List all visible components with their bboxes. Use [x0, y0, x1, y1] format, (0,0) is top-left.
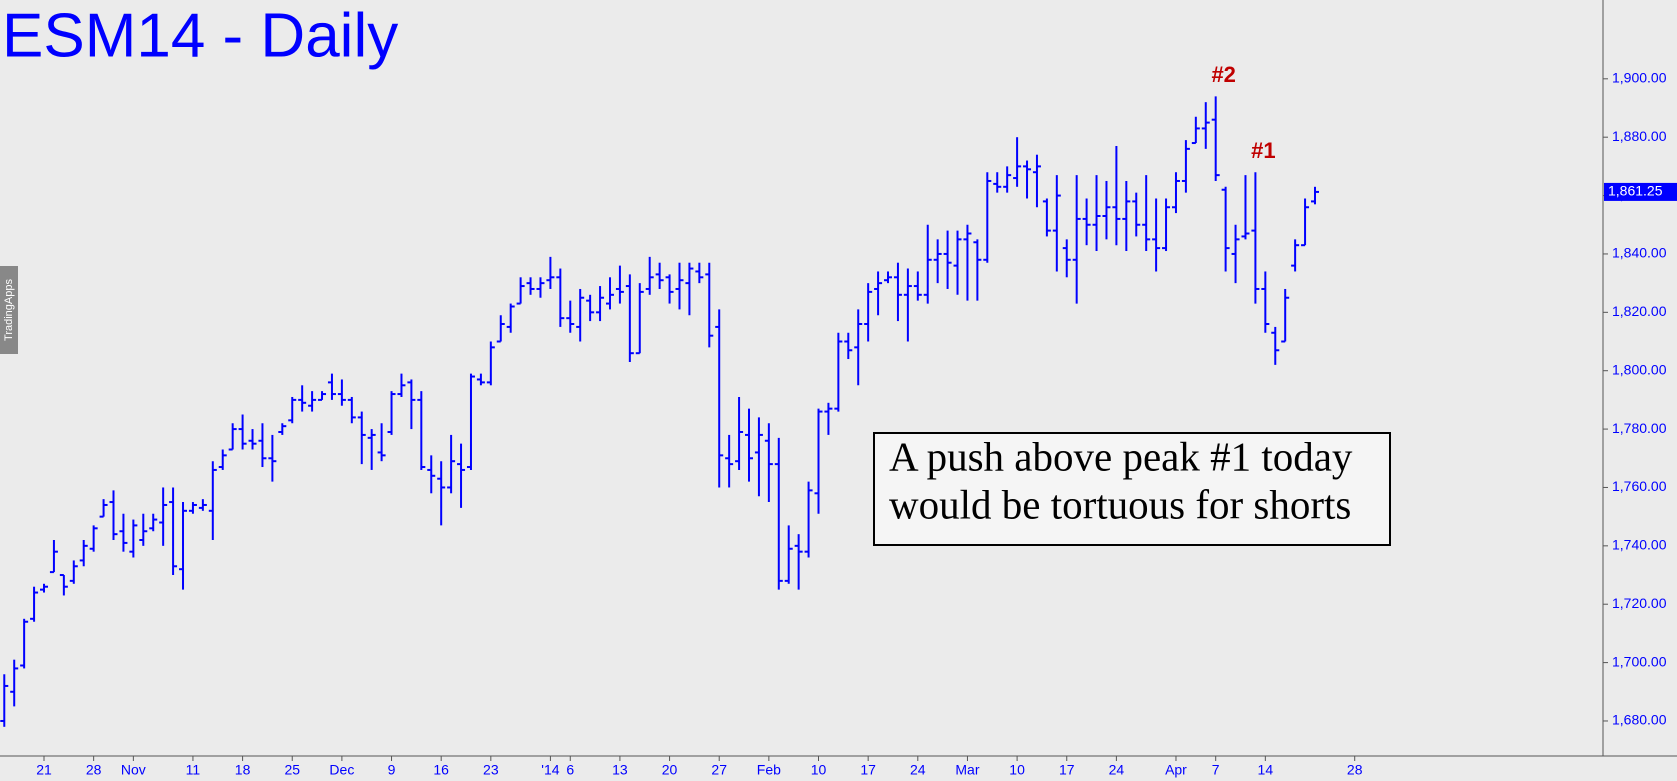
x-tick-label: 6: [566, 762, 574, 778]
x-tick-label: 10: [1009, 762, 1025, 778]
x-tick-label: 27: [711, 762, 727, 778]
y-tick-label: 1,840.00: [1612, 245, 1667, 261]
x-tick-label: Feb: [757, 762, 781, 778]
x-tick-label: Nov: [121, 762, 146, 778]
peak-annotation: #2: [1211, 62, 1235, 87]
x-tick-label: 24: [1109, 762, 1125, 778]
chart-title: ESM14 - Daily: [2, 1, 398, 70]
callout-line: would be tortuous for shorts: [889, 481, 1351, 527]
x-tick-label: 25: [284, 762, 300, 778]
y-tick-label: 1,740.00: [1612, 537, 1667, 553]
y-tick-label: 1,800.00: [1612, 361, 1667, 377]
side-tab-label: TradingApps: [3, 279, 15, 341]
y-tick-label: 1,680.00: [1612, 712, 1667, 728]
last-price-box: [1604, 182, 1677, 201]
x-tick-label: 17: [1059, 762, 1075, 778]
x-tick-label: 13: [612, 762, 628, 778]
y-tick-label: 1,820.00: [1612, 303, 1667, 319]
x-tick-label: 23: [483, 762, 499, 778]
y-tick-label: 1,760.00: [1612, 478, 1667, 494]
x-tick-label: Dec: [329, 762, 354, 778]
x-tick-label: 16: [433, 762, 449, 778]
x-tick-label: 28: [86, 762, 102, 778]
y-tick-label: 1,700.00: [1612, 653, 1667, 669]
x-tick-label: 18: [235, 762, 251, 778]
callout-box: [873, 432, 1391, 546]
peak-annotation: #1: [1251, 138, 1275, 163]
x-tick-label: 11: [186, 762, 201, 778]
x-tick-label: '14: [541, 762, 559, 778]
x-tick-label: Apr: [1165, 762, 1187, 778]
x-tick-label: 28: [1347, 762, 1363, 778]
x-tick-label: 14: [1258, 762, 1274, 778]
last-price-label: 1,861.25: [1608, 183, 1663, 199]
y-tick-label: 1,780.00: [1612, 420, 1667, 436]
side-tab[interactable]: [0, 266, 18, 354]
x-tick-label: 7: [1212, 762, 1220, 778]
x-tick-label: 21: [36, 762, 52, 778]
x-tick-label: 20: [662, 762, 678, 778]
x-tick-label: 24: [910, 762, 926, 778]
y-tick-label: 1,880.00: [1612, 128, 1667, 144]
x-tick-label: 10: [811, 762, 827, 778]
callout-line: A push above peak #1 today: [889, 433, 1353, 479]
x-tick-label: 9: [388, 762, 396, 778]
y-tick-label: 1,720.00: [1612, 595, 1667, 611]
x-tick-label: 17: [860, 762, 876, 778]
y-tick-label: 1,900.00: [1612, 70, 1667, 86]
x-tick-label: Mar: [955, 762, 979, 778]
